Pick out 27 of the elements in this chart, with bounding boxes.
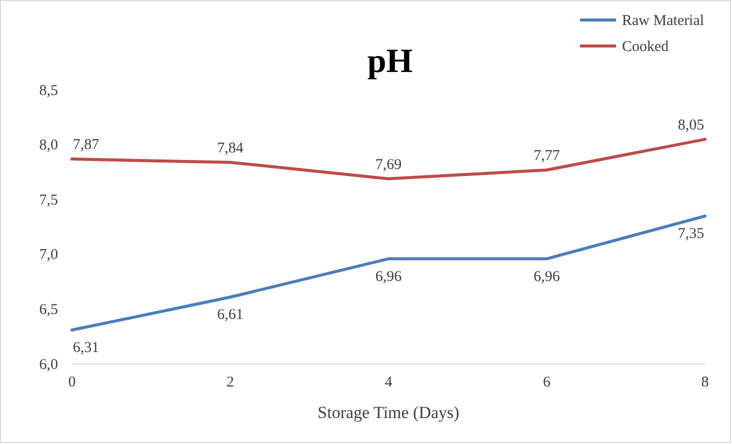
data-label: 6,31 — [72, 340, 100, 356]
data-label: 7,84 — [217, 140, 244, 156]
y-tick-label: 6,0 — [39, 356, 58, 373]
data-label: 7,69 — [375, 156, 402, 173]
y-tick-label: 7,5 — [39, 192, 58, 208]
x-tick-label: 6 — [543, 374, 551, 391]
line-series — [70, 214, 706, 332]
data-label: 7,35 — [678, 226, 704, 242]
y-tick-label: 8,0 — [39, 138, 58, 154]
x-tick-label: 8 — [701, 374, 709, 391]
y-tick-label: 8,5 — [39, 82, 58, 99]
legend-label: Raw Material — [622, 13, 704, 29]
line-series — [70, 138, 706, 180]
y-tick-label: 6,5 — [39, 302, 58, 318]
x-axis-title: Storage Time (Days) — [318, 403, 460, 422]
data-label: 6,96 — [375, 268, 402, 285]
data-label: 7,87 — [72, 137, 100, 154]
x-tick-label: 4 — [384, 374, 393, 391]
data-label: 6,96 — [534, 268, 560, 285]
data-label: 7,77 — [534, 148, 560, 164]
y-tick-label: 7,0 — [39, 247, 58, 264]
data-label: 6,61 — [217, 307, 244, 324]
chart-title: pH — [367, 43, 413, 80]
legend-label: Cooked — [622, 39, 670, 55]
x-tick-label: 0 — [68, 374, 76, 391]
data-label: 8,05 — [678, 117, 704, 134]
x-tick-label: 2 — [226, 374, 234, 391]
